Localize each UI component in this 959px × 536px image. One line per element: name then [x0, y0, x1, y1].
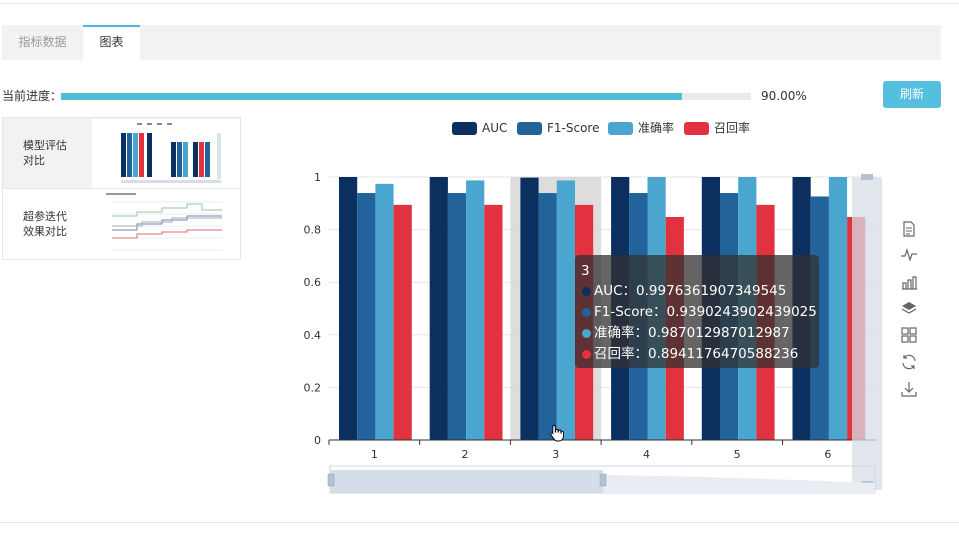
x-tick-label: 6	[824, 448, 831, 461]
tooltip-row-label: 准确率：0.987012987012987	[594, 325, 790, 341]
progress-bar	[61, 93, 751, 100]
side-item-label: 模型评估	[23, 139, 67, 152]
x-tick-label: 2	[462, 448, 469, 461]
bar-1-3	[520, 177, 539, 440]
tab-bar: 指标数据 图表	[2, 25, 941, 60]
tooltip-row-label: 召回率：0.8941176470588236	[594, 346, 799, 362]
line-chart-icon[interactable]	[900, 246, 918, 264]
data-view-icon[interactable]	[900, 220, 918, 238]
tooltip-row-recall: 召回率：0.8941176470588236	[581, 344, 813, 365]
y-tick-label: 0.6	[304, 276, 322, 289]
zoom-data-shadow	[603, 475, 875, 493]
bar-4-2	[484, 204, 503, 440]
bar-1-1	[339, 177, 358, 440]
legend-swatch	[684, 122, 709, 135]
tab-chart[interactable]: 图表	[83, 25, 140, 60]
x-tick-label: 5	[734, 448, 741, 461]
top-divider	[0, 3, 959, 4]
bar-2-1	[357, 193, 376, 440]
bar-1-2	[429, 177, 448, 440]
tooltip-row-label: F1-Score：0.9390243902439025	[594, 304, 817, 320]
chart-type-list: 模型评估 对比 超参迭代 效果对比	[2, 117, 241, 260]
y-tick-label: 0.4	[304, 329, 322, 342]
legend-swatch	[452, 122, 477, 135]
bottom-divider	[0, 522, 959, 523]
bar-3-1	[375, 183, 394, 440]
legend-swatch	[608, 122, 633, 135]
bar-3-3	[556, 180, 575, 440]
legend-label: 召回率	[714, 121, 751, 135]
x-tick-label: 3	[552, 448, 559, 461]
side-item-model-eval[interactable]: 模型评估 对比	[3, 118, 240, 189]
y-tick-label: 0.8	[304, 224, 322, 237]
tooltip-row-auc: AUC：0.9976361907349545	[581, 281, 813, 302]
vertical-zoom-slider	[852, 177, 882, 490]
tooltip-row-accuracy: 准确率：0.987012987012987	[581, 323, 813, 344]
bar-4-1	[393, 204, 412, 440]
chart-tooltip: 3 AUC：0.9976361907349545 F1-Score：0.9390…	[575, 255, 819, 368]
legend-label: F1-Score	[547, 121, 600, 135]
download-icon[interactable]	[900, 380, 918, 398]
y-tick-label: 1	[314, 171, 321, 184]
progress-bar-fill	[61, 93, 682, 100]
side-item-label: 对比	[23, 154, 45, 167]
bar-chart-thumbnail	[92, 119, 240, 188]
x-tick-label: 4	[643, 448, 650, 461]
bar-2-3	[538, 193, 557, 440]
legend-label: AUC	[482, 121, 508, 135]
bar-2-2	[447, 193, 467, 440]
tab-metrics-data[interactable]: 指标数据	[18, 35, 67, 49]
zoom-handle-left	[327, 473, 335, 487]
progress-percent: 90.00%	[761, 89, 807, 103]
hand-cursor-icon	[550, 425, 564, 442]
tiled-icon[interactable]	[900, 326, 918, 344]
zoom-selected-area	[330, 470, 603, 493]
side-item-label: 超参迭代	[23, 210, 67, 223]
bar-3-6	[828, 177, 848, 440]
line-chart-thumbnail	[92, 190, 240, 259]
tooltip-row-f1: F1-Score：0.9390243902439025	[581, 302, 817, 323]
side-item-hyperparam[interactable]: 超参迭代 效果对比	[3, 189, 240, 260]
stack-icon[interactable]	[900, 299, 918, 317]
refresh-button[interactable]: 刷新	[883, 81, 941, 108]
y-tick-label: 0	[314, 434, 321, 447]
legend-swatch	[517, 122, 542, 135]
progress-label: 当前进度：	[2, 89, 63, 103]
y-tick-label: 0.2	[304, 381, 322, 394]
x-tick-label: 1	[371, 448, 378, 461]
tooltip-title: 3	[581, 263, 590, 279]
legend-label: 准确率	[638, 121, 675, 135]
bar-3-2	[466, 180, 485, 440]
vertical-slider-handle	[861, 174, 873, 180]
restore-icon[interactable]	[900, 353, 918, 371]
zoom-handle-right	[599, 473, 607, 487]
side-item-label: 效果对比	[23, 225, 67, 238]
tooltip-row-label: AUC：0.9976361907349545	[594, 283, 787, 299]
bar-chart-icon[interactable]	[900, 273, 918, 291]
